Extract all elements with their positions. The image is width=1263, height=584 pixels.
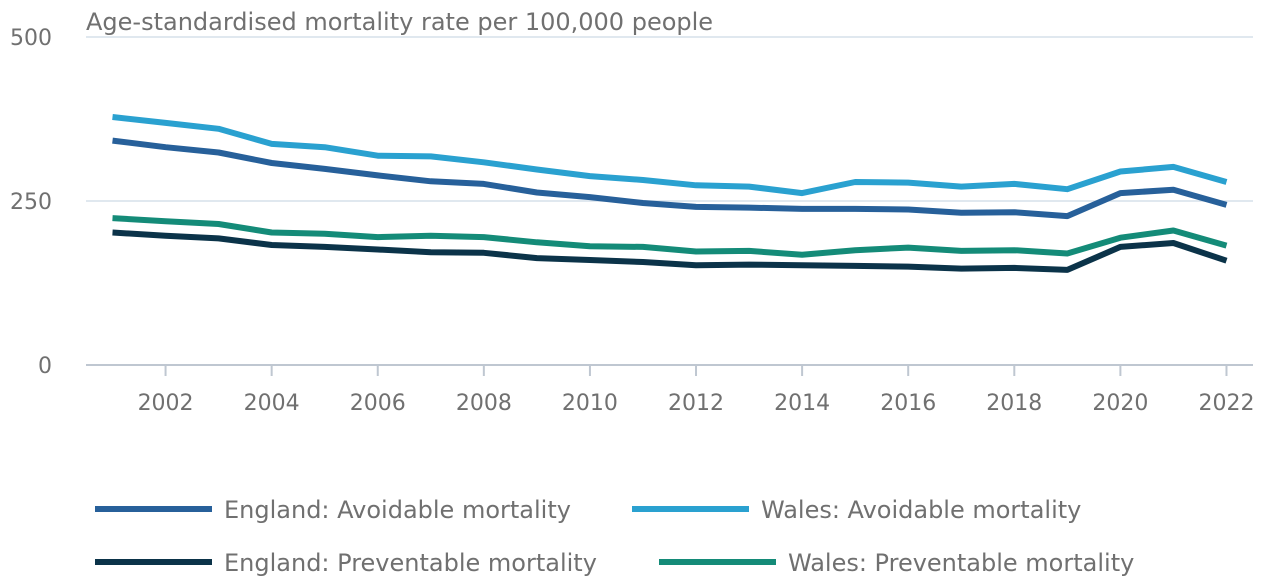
- legend-item: Wales: Avoidable mortality: [632, 496, 1081, 524]
- y-tick-label: 250: [10, 190, 52, 215]
- series-line: [112, 229, 1228, 273]
- x-tick-label: 2006: [350, 391, 406, 416]
- grid: [86, 36, 1253, 202]
- legend-label: England: Preventable mortality: [224, 549, 597, 577]
- x-tick-label: 2010: [562, 391, 618, 416]
- x-tick-label: 2014: [774, 391, 830, 416]
- x-tick-label: 2020: [1092, 391, 1148, 416]
- x-tick-label: 2004: [244, 391, 300, 416]
- legend-item: Wales: Preventable mortality: [659, 549, 1134, 577]
- series-line: [112, 114, 1228, 197]
- x-tick-label: 2002: [138, 391, 194, 416]
- x-tick-label: 2016: [880, 391, 936, 416]
- series-lines: [112, 114, 1228, 273]
- y-axis: 0 250 500: [10, 26, 52, 379]
- x-tick-label: 2008: [456, 391, 512, 416]
- series-line: [112, 215, 1228, 258]
- y-tick-label: 0: [38, 354, 52, 379]
- x-axis: 2002 2004 2006 2008 2010 2012 2014 2016 2018 2020…: [86, 364, 1254, 416]
- y-axis-title: Age-standardised mortality rate per 100,…: [86, 8, 713, 36]
- y-tick-label: 500: [10, 26, 52, 51]
- legend: England: Avoidable mortality Wales: Avoid…: [95, 496, 1134, 577]
- legend-label: England: Avoidable mortality: [224, 496, 571, 524]
- legend-label: Wales: Preventable mortality: [788, 549, 1134, 577]
- x-tick-label: 2022: [1198, 391, 1254, 416]
- x-tick-label: 2018: [986, 391, 1042, 416]
- legend-label: Wales: Avoidable mortality: [761, 496, 1081, 524]
- legend-item: England: Avoidable mortality: [95, 496, 571, 524]
- x-tick-label: 2012: [668, 391, 724, 416]
- series-line: [112, 137, 1228, 220]
- legend-item: England: Preventable mortality: [95, 549, 597, 577]
